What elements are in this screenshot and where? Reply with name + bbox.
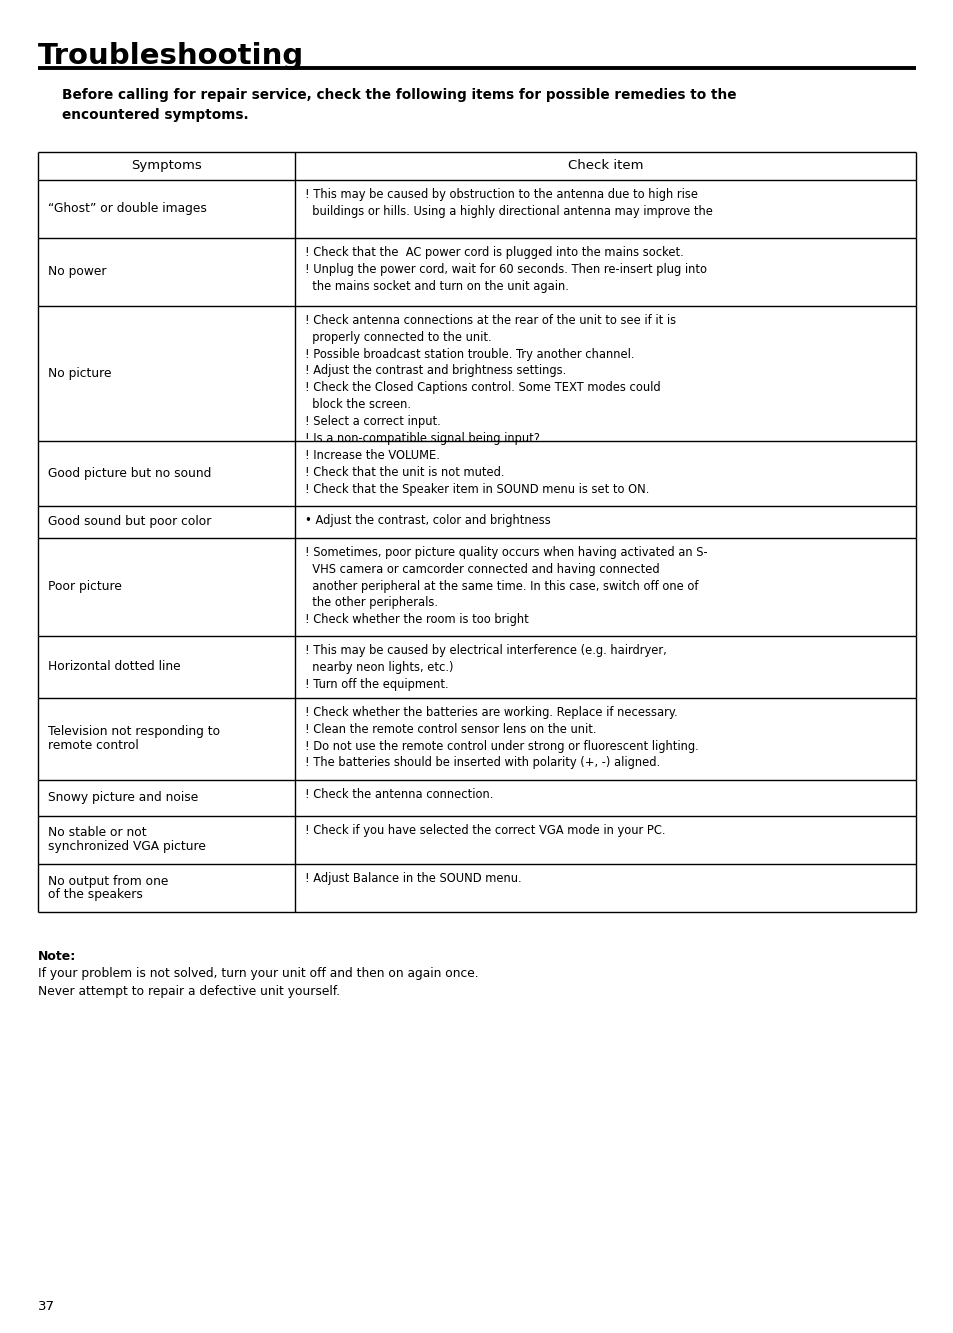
Text: No picture: No picture <box>48 367 112 380</box>
Text: No output from one: No output from one <box>48 874 168 888</box>
Text: ! This may be caused by electrical interference (e.g. hairdryer,
  nearby neon l: ! This may be caused by electrical inter… <box>305 644 666 690</box>
Text: ! This may be caused by obstruction to the antenna due to high rise
  buildings : ! This may be caused by obstruction to t… <box>305 188 712 217</box>
Text: Before calling for repair service, check the following items for possible remedi: Before calling for repair service, check… <box>62 88 736 121</box>
Text: ! Check antenna connections at the rear of the unit to see if it is
  properly c: ! Check antenna connections at the rear … <box>305 315 676 445</box>
Text: Good picture but no sound: Good picture but no sound <box>48 467 212 480</box>
Text: ! Adjust Balance in the SOUND menu.: ! Adjust Balance in the SOUND menu. <box>305 872 521 885</box>
Text: synchronized VGA picture: synchronized VGA picture <box>48 840 206 853</box>
Text: Good sound but poor color: Good sound but poor color <box>48 516 212 528</box>
Text: If your problem is not solved, turn your unit off and then on again once.
Never : If your problem is not solved, turn your… <box>38 966 478 998</box>
Text: Television not responding to: Television not responding to <box>48 725 220 738</box>
Text: “Ghost” or double images: “Ghost” or double images <box>48 203 207 215</box>
Text: remote control: remote control <box>48 738 138 752</box>
Text: No stable or not: No stable or not <box>48 826 147 840</box>
Text: Note:: Note: <box>38 950 76 962</box>
Text: ! Increase the VOLUME.
! Check that the unit is not muted.
! Check that the Spea: ! Increase the VOLUME. ! Check that the … <box>305 449 649 496</box>
Text: ! Sometimes, poor picture quality occurs when having activated an S-
  VHS camer: ! Sometimes, poor picture quality occurs… <box>305 547 707 627</box>
Text: Symptoms: Symptoms <box>131 159 202 172</box>
Text: Snowy picture and noise: Snowy picture and noise <box>48 792 198 804</box>
Text: • Adjust the contrast, color and brightness: • Adjust the contrast, color and brightn… <box>305 515 550 527</box>
Text: Horizontal dotted line: Horizontal dotted line <box>48 660 180 673</box>
Text: of the speakers: of the speakers <box>48 888 143 901</box>
Text: ! Check if you have selected the correct VGA mode in your PC.: ! Check if you have selected the correct… <box>305 824 665 837</box>
Text: Poor picture: Poor picture <box>48 580 122 593</box>
Text: 37: 37 <box>38 1300 55 1313</box>
Text: Check item: Check item <box>567 159 642 172</box>
Text: No power: No power <box>48 265 107 279</box>
Text: ! Check whether the batteries are working. Replace if necessary.
! Clean the rem: ! Check whether the batteries are workin… <box>305 706 698 769</box>
Text: ! Check that the  AC power cord is plugged into the mains socket.
! Unplug the p: ! Check that the AC power cord is plugge… <box>305 247 706 293</box>
Text: ! Check the antenna connection.: ! Check the antenna connection. <box>305 788 493 801</box>
Text: Troubleshooting: Troubleshooting <box>38 43 304 71</box>
